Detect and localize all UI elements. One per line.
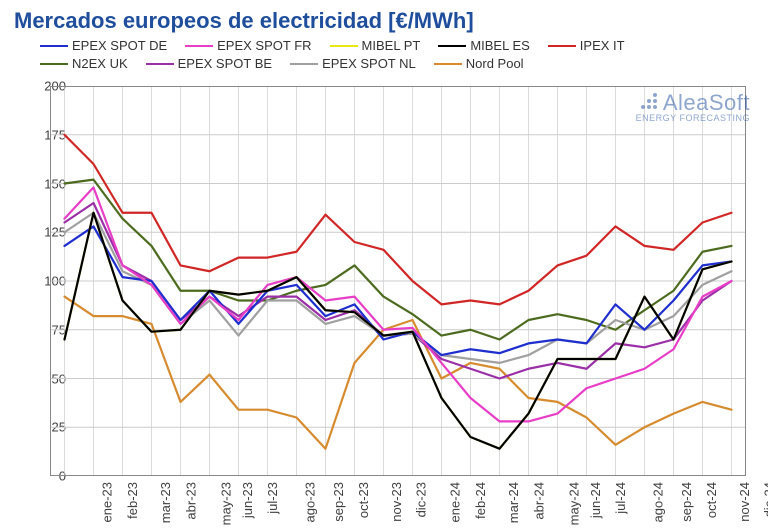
legend-swatch <box>40 63 68 65</box>
legend-item: EPEX SPOT DE <box>40 38 167 53</box>
legend-item: N2EX UK <box>40 56 128 71</box>
legend-label: MIBEL ES <box>470 38 529 53</box>
x-tick-label: nov-24 <box>736 482 751 522</box>
legend-item: Nord Pool <box>434 56 524 71</box>
x-tick-label: sep-23 <box>330 482 345 522</box>
x-tick-label: jul-24 <box>612 482 627 514</box>
x-tick-label: mar-23 <box>158 482 173 523</box>
x-tick-label: ene-23 <box>99 482 114 522</box>
legend-label: EPEX SPOT DE <box>72 38 167 53</box>
legend-swatch <box>185 45 213 47</box>
x-tick-label: dic-23 <box>413 482 428 517</box>
legend-label: EPEX SPOT FR <box>217 38 311 53</box>
series-epex-spot-de <box>65 226 732 355</box>
x-tick-label: abr-23 <box>183 482 198 520</box>
series-ipex-it <box>65 135 732 305</box>
legend-swatch <box>438 45 466 47</box>
x-tick-label: oct-23 <box>356 482 371 518</box>
series-epex-spot-be <box>65 203 732 379</box>
x-tick-label: nov-23 <box>388 482 403 522</box>
legend-swatch <box>548 45 576 47</box>
watermark-sub-text: ENERGY FORECASTING <box>636 113 750 123</box>
legend-item: EPEX SPOT FR <box>185 38 311 53</box>
legend-swatch <box>40 45 68 47</box>
chart-container: Mercados europeos de electricidad [€/MWh… <box>0 0 768 532</box>
watermark: AleaSoft ENERGY FORECASTING <box>636 90 750 123</box>
legend-swatch <box>290 63 318 65</box>
x-tick-label: feb-24 <box>472 482 487 519</box>
x-tick-label: oct-24 <box>704 482 719 518</box>
series-n2ex-uk <box>65 180 732 340</box>
legend-label: Nord Pool <box>466 56 524 71</box>
x-tick-label: mar-24 <box>506 482 521 523</box>
legend-label: MIBEL PT <box>362 38 421 53</box>
legend-label: EPEX SPOT NL <box>322 56 416 71</box>
legend-item: MIBEL PT <box>330 38 421 53</box>
legend-label: IPEX IT <box>580 38 625 53</box>
x-tick-label: ago-24 <box>650 482 665 522</box>
legend-item: EPEX SPOT BE <box>146 56 272 71</box>
x-tick-label: dic-24 <box>761 482 768 517</box>
legend-item: EPEX SPOT NL <box>290 56 416 71</box>
x-tick-label: abr-24 <box>531 482 546 520</box>
x-tick-label: jun-23 <box>240 482 255 518</box>
legend-label: N2EX UK <box>72 56 128 71</box>
x-tick-label: sep-24 <box>678 482 693 522</box>
legend-item: IPEX IT <box>548 38 625 53</box>
legend: EPEX SPOT DE EPEX SPOT FR MIBEL PT MIBEL ES… <box>40 38 748 74</box>
chart-title: Mercados europeos de electricidad [€/MWh… <box>14 8 474 34</box>
series-mibel-es <box>65 213 732 449</box>
legend-label: EPEX SPOT BE <box>178 56 272 71</box>
plot-area <box>50 86 746 476</box>
x-tick-label: may-23 <box>218 482 233 525</box>
legend-swatch <box>146 63 174 65</box>
x-tick-label: jul-23 <box>264 482 279 514</box>
x-tick-label: may-24 <box>566 482 581 525</box>
x-tick-label: ago-23 <box>302 482 317 522</box>
x-tick-label: jun-24 <box>588 482 603 518</box>
legend-swatch <box>330 45 358 47</box>
legend-swatch <box>434 63 462 65</box>
legend-item: MIBEL ES <box>438 38 529 53</box>
x-tick-label: ene-24 <box>447 482 462 522</box>
watermark-main-text: AleaSoft <box>663 90 750 115</box>
x-tick-label: feb-23 <box>124 482 139 519</box>
